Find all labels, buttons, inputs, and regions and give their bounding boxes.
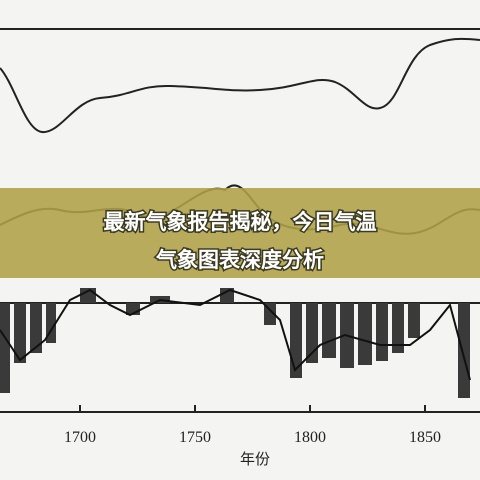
banner-title: 气象图表深度分析	[155, 248, 324, 272]
bars	[0, 288, 470, 398]
bar	[358, 303, 372, 365]
banner-title: 最新气象报告揭秘，今日气温	[104, 210, 377, 234]
banner	[0, 188, 480, 278]
x-tick-label: 1800	[294, 429, 326, 446]
bar	[322, 303, 336, 358]
tick-marks	[79, 405, 426, 412]
bar	[376, 303, 388, 361]
bar	[46, 303, 56, 343]
x-tick-label: 1700	[64, 429, 96, 446]
bar	[220, 288, 234, 303]
bar	[408, 303, 420, 338]
x-tick-label: 1850	[409, 429, 441, 446]
bar	[14, 303, 26, 363]
bar	[264, 303, 276, 325]
bottom-panel	[0, 288, 480, 413]
bar	[0, 303, 10, 393]
x-ticks: 1700 1750 1800 1850	[64, 429, 441, 446]
curve	[0, 37, 480, 134]
bar	[30, 303, 42, 353]
top-panel	[0, 28, 480, 134]
x-tick-label: 1750	[179, 429, 211, 446]
x-axis-label: 年份	[240, 450, 270, 468]
bar	[392, 303, 404, 353]
bar	[290, 303, 302, 378]
bar	[458, 303, 470, 398]
curve	[0, 288, 471, 381]
bar	[306, 303, 318, 363]
